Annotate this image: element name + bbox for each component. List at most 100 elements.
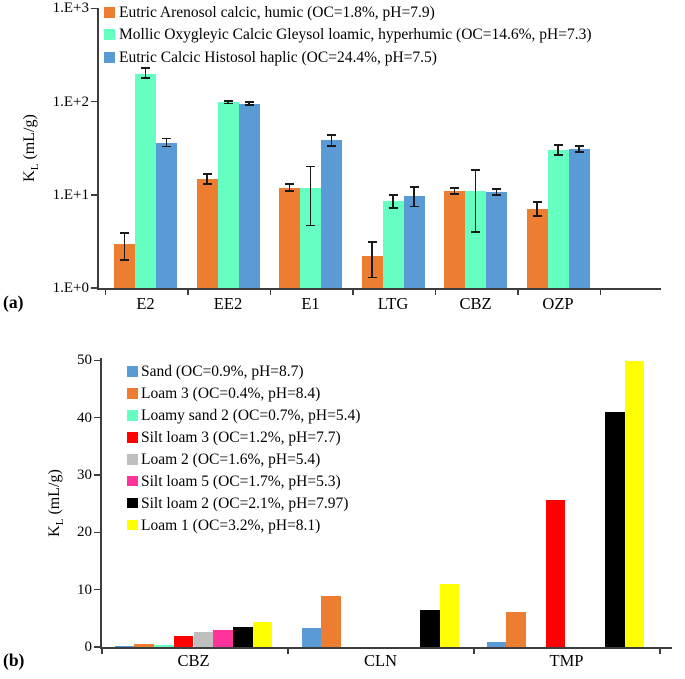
y-tick xyxy=(94,588,101,591)
legend-swatch xyxy=(127,475,138,487)
panel-label-a: (a) xyxy=(3,292,24,312)
x-tick xyxy=(104,288,106,295)
x-category-label: LTG xyxy=(377,294,409,313)
bar xyxy=(134,644,155,647)
legend-label: Silt loam 2 (OC=2.1%, pH=7.97) xyxy=(141,494,349,512)
y-tick xyxy=(91,100,98,103)
bar xyxy=(300,187,321,288)
y-axis-title-a-sub: L xyxy=(29,163,42,171)
y-tick-label: 0 xyxy=(84,639,93,655)
error-bar-line xyxy=(413,186,415,207)
error-bar-line xyxy=(536,201,538,217)
error-bar-cap-top xyxy=(141,67,150,69)
error-bar-cap-top xyxy=(202,173,212,175)
legend-label: Eutric Arenosol calcic, humic (OC=1.8%, … xyxy=(119,3,435,21)
legend-swatch xyxy=(104,6,115,18)
y-tick-label: 40 xyxy=(77,409,92,426)
y-tick-label: 50 xyxy=(77,352,92,369)
error-bar-cap-bottom xyxy=(141,77,150,79)
bar xyxy=(114,646,135,647)
y-axis-title-a: KL (mL/g) xyxy=(21,114,41,182)
error-bar-cap-top xyxy=(409,186,419,188)
error-bar-line xyxy=(144,67,147,78)
error-bar-cap-top xyxy=(574,145,584,147)
error-bar-line xyxy=(453,188,456,194)
x-tick xyxy=(101,647,103,654)
error-bar-line xyxy=(227,100,229,104)
error-bar-cap-top xyxy=(471,169,480,171)
error-bar-cap-top xyxy=(532,201,542,203)
legend-label: Eutric Calcic Histosol haplic (OC=24.4%,… xyxy=(119,48,437,66)
error-bar-cap-top xyxy=(244,101,254,103)
x-category-label: CLN xyxy=(364,651,397,670)
y-axis-title-b: KL (mL/g) xyxy=(46,469,66,537)
y-tick-label: 1.E+1 xyxy=(52,186,89,203)
error-bar-line xyxy=(578,145,580,153)
y-tick xyxy=(94,531,101,534)
y-axis-title-a-post: (mL/g) xyxy=(20,114,38,164)
bar xyxy=(321,595,342,647)
y-axis-title-b-post: (mL/g) xyxy=(45,469,63,519)
x-category-label: CBZ xyxy=(459,294,492,313)
error-bar-line xyxy=(165,138,168,147)
legend-label: Silt loam 5 (OC=1.7%, pH=5.3) xyxy=(141,472,341,490)
error-bar-cap-bottom xyxy=(202,183,212,185)
bar xyxy=(217,102,239,288)
x-tick xyxy=(599,288,601,295)
bar xyxy=(301,628,322,647)
x-category-label: CBZ xyxy=(177,651,210,670)
error-bar-cap-top xyxy=(327,134,336,136)
error-bar-cap-top xyxy=(162,137,171,140)
bar xyxy=(444,190,465,288)
legend-label: Sand (OC=0.9%, pH=8.7) xyxy=(141,363,304,381)
error-bar-line xyxy=(206,174,208,185)
error-bar-cap-top xyxy=(492,188,501,190)
y-axis-title-b-pre: K xyxy=(45,525,63,537)
x-tick xyxy=(434,288,436,295)
x-tick xyxy=(287,647,289,654)
x-category-label: E2 xyxy=(136,294,155,313)
bar xyxy=(135,73,156,288)
error-bar-cap-bottom xyxy=(492,194,501,196)
error-bar-cap-top xyxy=(388,194,398,196)
y-tick-label: 10 xyxy=(77,581,92,598)
bar xyxy=(604,411,625,647)
bar xyxy=(545,500,566,647)
bar xyxy=(403,195,425,288)
bar xyxy=(321,140,342,288)
legend-swatch xyxy=(127,497,138,509)
bar xyxy=(547,149,569,288)
bar xyxy=(196,178,218,288)
x-tick xyxy=(187,288,189,295)
legend-swatch xyxy=(127,388,138,399)
error-bar-line xyxy=(330,135,333,146)
legend-label: Loam 1 (OC=3.2%, pH=8.1) xyxy=(141,516,321,534)
bar xyxy=(465,190,486,288)
bar xyxy=(114,243,135,288)
legend-swatch xyxy=(127,410,138,421)
legend-swatch xyxy=(127,432,138,443)
x-category-label: TMP xyxy=(549,651,584,670)
x-tick xyxy=(517,288,519,295)
x-tick xyxy=(473,647,475,654)
error-bar-cap-bottom xyxy=(409,205,419,208)
error-bar-cap-bottom xyxy=(162,145,171,148)
legend-label: Loam 3 (OC=0.4%, pH=8.4) xyxy=(141,385,321,403)
y-axis-title-a-pre: K xyxy=(20,170,38,182)
error-bar-cap-top xyxy=(223,100,233,102)
error-bar-cap-bottom xyxy=(120,259,129,261)
error-bar-cap-bottom xyxy=(471,231,480,233)
error-bar-cap-top xyxy=(120,232,129,234)
error-bar-line xyxy=(371,242,373,278)
error-bar-line xyxy=(288,184,291,191)
error-bar-cap-bottom xyxy=(532,215,542,217)
y-tick xyxy=(94,646,101,648)
y-axis-line xyxy=(97,8,99,288)
y-axis-line xyxy=(100,358,102,647)
error-bar-cap-bottom xyxy=(244,104,254,106)
y-tick xyxy=(94,474,101,476)
error-bar-line xyxy=(309,166,312,226)
y-tick-label: 30 xyxy=(77,467,92,483)
error-bar-line xyxy=(123,232,126,260)
